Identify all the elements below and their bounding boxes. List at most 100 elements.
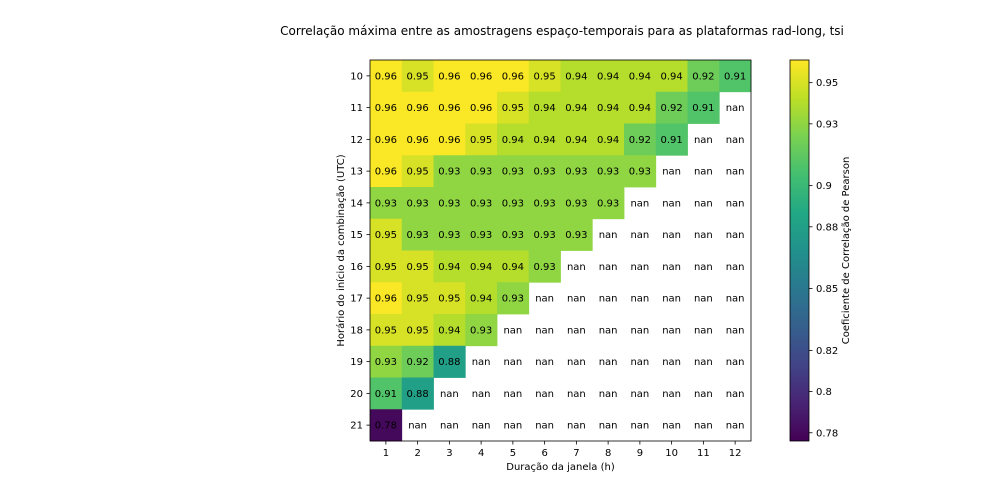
heatmap-cell xyxy=(433,91,466,124)
cell-label: 0.93 xyxy=(565,167,587,178)
cell-label: nan xyxy=(599,230,618,241)
colorbar-tick-label: 0.95 xyxy=(816,78,838,89)
cell-label: nan xyxy=(662,357,681,368)
colorbar-tick-label: 0.78 xyxy=(816,428,838,439)
y-tick-label: 10 xyxy=(350,71,363,82)
x-tick-label: 8 xyxy=(605,448,611,459)
heatmap-cell xyxy=(497,123,530,156)
colorbar-label: Coeficiente de Correlação de Pearson xyxy=(841,157,852,345)
cell-label: 0.95 xyxy=(438,294,460,305)
heatmap-cell xyxy=(560,155,593,188)
cell-label: nan xyxy=(694,389,713,400)
heatmap-cell xyxy=(624,155,657,188)
cell-label: nan xyxy=(694,421,713,432)
cell-label: 0.96 xyxy=(470,103,492,114)
cell-label: 0.94 xyxy=(502,262,524,273)
heatmap-cell xyxy=(560,60,593,93)
cell-label: 0.96 xyxy=(375,135,397,146)
heatmap-cells xyxy=(370,60,752,442)
cell-label: 0.96 xyxy=(375,71,397,82)
cell-label: 0.94 xyxy=(597,135,619,146)
heatmap-cell xyxy=(528,123,561,156)
y-tick-label: 15 xyxy=(350,230,363,241)
cell-label: 0.93 xyxy=(438,230,460,241)
cell-label: nan xyxy=(726,262,745,273)
cell-label: 0.88 xyxy=(438,357,460,368)
cell-label: nan xyxy=(630,198,649,209)
colorbar-tick-label: 0.8 xyxy=(816,387,832,398)
heatmap-cell xyxy=(465,155,498,188)
cell-label: 0.93 xyxy=(438,167,460,178)
cell-label: nan xyxy=(726,230,745,241)
cell-label: nan xyxy=(567,357,586,368)
heatmap-cell xyxy=(560,218,593,251)
heatmap-cell xyxy=(592,91,625,124)
heatmap-cell xyxy=(497,155,530,188)
x-tick-label: 9 xyxy=(637,448,643,459)
cell-label: 0.96 xyxy=(438,71,460,82)
y-axis-ticks: 10 11 12 13 14 15 16 17 18 19 20 21 xyxy=(350,71,370,432)
heatmap-cell xyxy=(370,377,403,410)
heatmap-cell xyxy=(687,91,720,124)
cell-label: nan xyxy=(726,294,745,305)
heatmap-cell xyxy=(433,314,466,347)
cell-label: 0.94 xyxy=(438,262,460,273)
cell-label: 0.95 xyxy=(406,325,428,336)
cell-label: 0.93 xyxy=(597,198,619,209)
cell-label: nan xyxy=(662,294,681,305)
heatmap-cell-labels: 0.96 0.95 0.96 0.96 0.96 0.95 0.94 0.94 0.94 0.94… xyxy=(375,71,747,431)
cell-label: 0.91 xyxy=(692,103,714,114)
heatmap-cell xyxy=(433,345,466,378)
y-tick-label: 12 xyxy=(350,135,363,146)
y-tick-label: 18 xyxy=(350,325,363,336)
colorbar-ticks: 0.78 0.8 0.82 0.85 0.88 0.9 0.93 0.95 xyxy=(809,78,838,439)
heatmap-cell xyxy=(433,250,466,283)
cell-label: 0.94 xyxy=(565,135,587,146)
plot-frame xyxy=(369,59,752,442)
cell-label: nan xyxy=(662,262,681,273)
cell-label: 0.96 xyxy=(375,103,397,114)
cell-label: nan xyxy=(694,198,713,209)
cell-label: nan xyxy=(599,325,618,336)
cell-label: 0.94 xyxy=(533,135,555,146)
cell-label: nan xyxy=(567,294,586,305)
cell-label: 0.93 xyxy=(470,230,492,241)
heatmap-cell xyxy=(370,345,403,378)
x-tick-label: 12 xyxy=(729,448,742,459)
heatmap-cell xyxy=(655,91,688,124)
heatmap-cell xyxy=(401,91,434,124)
cell-label: 0.93 xyxy=(533,230,555,241)
cell-label: nan xyxy=(535,294,554,305)
cell-label: 0.93 xyxy=(375,198,397,209)
cell-label: nan xyxy=(599,389,618,400)
cell-label: nan xyxy=(503,389,522,400)
heatmap-cell xyxy=(497,250,530,283)
cell-label: nan xyxy=(726,103,745,114)
cell-label: nan xyxy=(726,357,745,368)
cell-label: nan xyxy=(472,389,491,400)
heatmap-cell xyxy=(401,187,434,220)
cell-label: 0.94 xyxy=(660,71,682,82)
heatmap-cell xyxy=(528,60,561,93)
colorbar xyxy=(789,59,810,442)
heatmap-cell xyxy=(401,250,434,283)
y-tick-label: 16 xyxy=(350,262,363,273)
heatmap-cell xyxy=(401,345,434,378)
cell-label: 0.96 xyxy=(375,167,397,178)
cell-label: nan xyxy=(694,357,713,368)
cell-label: 0.93 xyxy=(565,198,587,209)
cell-label: 0.93 xyxy=(470,167,492,178)
heatmap-cell xyxy=(624,60,657,93)
heatmap-cell xyxy=(465,314,498,347)
heatmap-cell xyxy=(528,250,561,283)
cell-label: 0.93 xyxy=(406,230,428,241)
heatmap-cell xyxy=(560,123,593,156)
cell-label: 0.96 xyxy=(438,135,460,146)
colorbar-tick-label: 0.88 xyxy=(816,222,838,233)
cell-label: 0.96 xyxy=(375,294,397,305)
cell-label: nan xyxy=(694,325,713,336)
cell-label: 0.93 xyxy=(406,198,428,209)
heatmap-cell xyxy=(370,409,403,442)
heatmap-cell xyxy=(592,123,625,156)
heatmap-cell xyxy=(592,187,625,220)
